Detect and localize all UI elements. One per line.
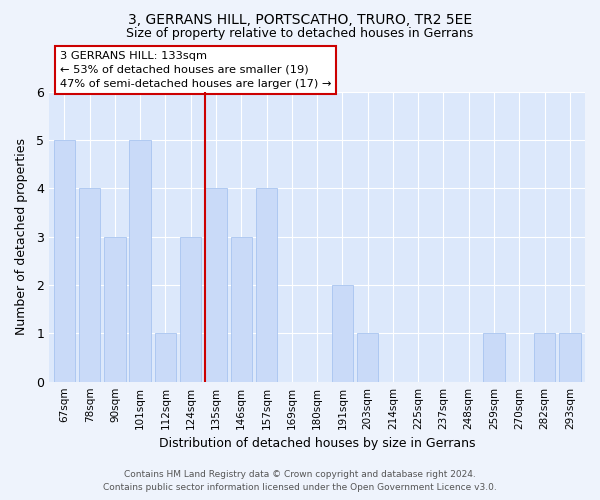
Bar bbox=[155, 334, 176, 382]
Bar bbox=[357, 334, 379, 382]
Y-axis label: Number of detached properties: Number of detached properties bbox=[15, 138, 28, 336]
Bar bbox=[483, 334, 505, 382]
Text: Size of property relative to detached houses in Gerrans: Size of property relative to detached ho… bbox=[127, 28, 473, 40]
Bar bbox=[559, 334, 581, 382]
Bar bbox=[332, 285, 353, 382]
Bar bbox=[104, 237, 125, 382]
Text: 3 GERRANS HILL: 133sqm
← 53% of detached houses are smaller (19)
47% of semi-det: 3 GERRANS HILL: 133sqm ← 53% of detached… bbox=[60, 51, 331, 89]
Bar bbox=[256, 188, 277, 382]
X-axis label: Distribution of detached houses by size in Gerrans: Distribution of detached houses by size … bbox=[159, 437, 475, 450]
Text: 3, GERRANS HILL, PORTSCATHO, TRURO, TR2 5EE: 3, GERRANS HILL, PORTSCATHO, TRURO, TR2 … bbox=[128, 12, 472, 26]
Bar bbox=[534, 334, 556, 382]
Bar bbox=[79, 188, 100, 382]
Bar bbox=[205, 188, 227, 382]
Text: Contains HM Land Registry data © Crown copyright and database right 2024.
Contai: Contains HM Land Registry data © Crown c… bbox=[103, 470, 497, 492]
Bar bbox=[230, 237, 252, 382]
Bar bbox=[180, 237, 202, 382]
Bar bbox=[53, 140, 75, 382]
Bar bbox=[130, 140, 151, 382]
